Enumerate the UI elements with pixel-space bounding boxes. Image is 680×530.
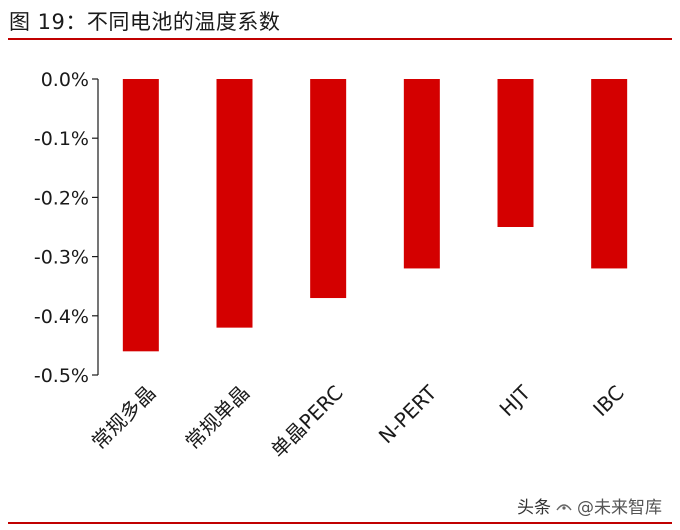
y-tick-label: 0.0% — [41, 69, 89, 91]
x-tick-label: N-PERT — [374, 380, 442, 448]
y-tick-label: -0.2% — [34, 187, 89, 209]
bars — [122, 79, 628, 352]
x-tick-label: 常规多晶 — [87, 381, 161, 455]
x-tick-label: 单晶PERC — [266, 381, 348, 463]
toutiao-logo-icon — [556, 503, 572, 510]
x-tick-label: HJT — [495, 380, 536, 421]
bar — [310, 79, 347, 299]
bottom-divider — [8, 522, 672, 524]
x-tick-label: 常规单晶 — [180, 381, 254, 455]
y-tick-label: -0.3% — [34, 247, 89, 269]
bar — [591, 79, 628, 269]
y-tick-label: -0.5% — [34, 365, 89, 387]
watermark-handle: @未来智库 — [577, 498, 662, 518]
x-tick-label: IBC — [588, 381, 628, 421]
bar — [122, 79, 159, 352]
y-tick-label: -0.1% — [34, 128, 89, 150]
watermark-platform: 头条 — [517, 498, 551, 518]
y-axis: 0.0% -0.1% -0.2% -0.3% -0.4% -0.5% — [34, 69, 99, 387]
bar — [216, 79, 253, 328]
bar — [497, 79, 534, 227]
watermark: 头条 @未来智库 — [517, 493, 662, 518]
figure-title: 图 19：不同电池的温度系数 — [9, 10, 281, 34]
title-divider — [8, 38, 672, 40]
y-tick-label: -0.4% — [34, 306, 89, 328]
bar — [403, 79, 440, 269]
x-axis-labels: 常规多晶 常规单晶 单晶PERC N-PERT HJT IBC — [87, 380, 629, 462]
